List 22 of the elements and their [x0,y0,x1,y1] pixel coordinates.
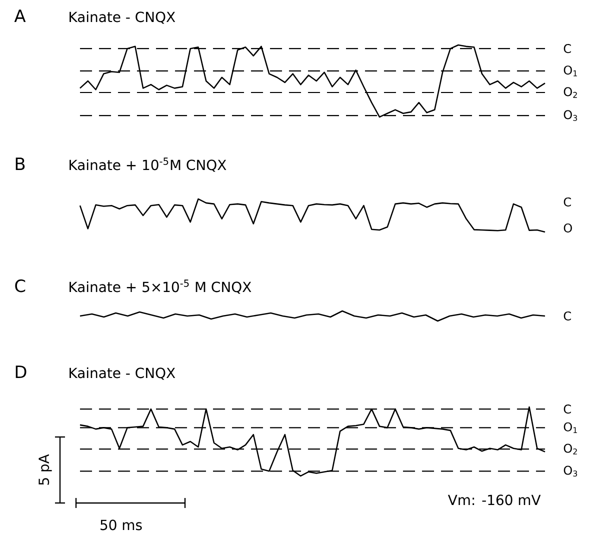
chart-title: Kainate + 10$^{-5}$M CNQX [70,158,226,172]
text: A [14,10,26,22]
chart-title: Kainate + 5×10$^{-5}$ M CNQX [70,280,252,294]
ref-line-label: O$_{3}$ [564,110,578,121]
text: C [564,197,571,207]
text: C [15,279,26,292]
text: Vm: -160 mV [448,494,541,506]
chart-title: Kainate - CNQX [70,367,176,380]
text: O [564,223,572,233]
chart-title: Kainate - CNQX [70,11,176,24]
ref-line-label: O$_{3}$ [564,466,578,477]
text: 5 pA [38,454,52,485]
ref-line-label: O$_{2}$ [564,87,577,98]
ref-line-label: O$_{1}$ [564,422,577,434]
text: D [16,366,26,378]
text: C [564,311,571,321]
ref-line-label: C [564,44,571,54]
ref-line-label: O$_{2}$ [564,444,577,454]
ref-line-label: C [564,404,571,414]
text: B [16,158,25,170]
text: 50 ms [100,520,142,530]
ref-line-label: O$_{1}$ [564,66,577,76]
